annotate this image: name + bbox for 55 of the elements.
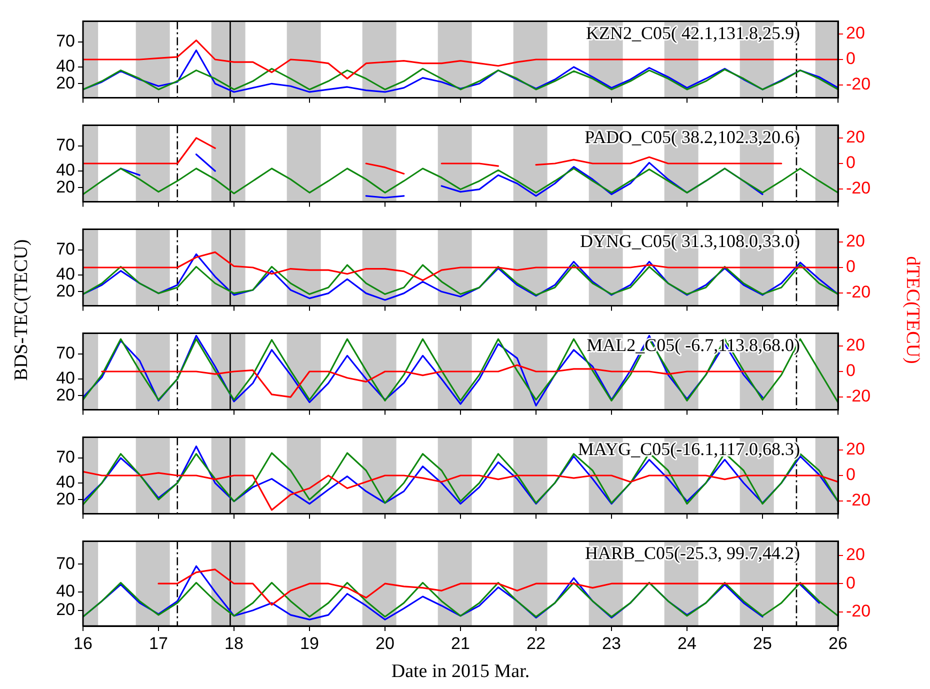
y-tick-label: 20 — [56, 600, 75, 620]
y2-tick-label: 20 — [846, 24, 865, 43]
y2-tick-label: 0 — [846, 361, 856, 380]
y2-tick-label: 0 — [846, 49, 856, 68]
x-tick-label: 18 — [224, 634, 244, 653]
y-tick-label: 70 — [56, 554, 75, 573]
y2-tick-label: 0 — [846, 573, 856, 592]
x-tick-label: 20 — [376, 634, 394, 653]
y-tick-label: 40 — [56, 264, 75, 284]
chart-title: HARB_C05(-25.3, 99.7,44.2) — [585, 542, 800, 563]
x-tick-label: 16 — [74, 634, 92, 653]
y-tick-label: 20 — [56, 281, 75, 300]
y2-tick-label: 20 — [846, 545, 865, 564]
x-axis-title: Date in 2015 Mar. — [391, 661, 530, 683]
y-tick-label: 70 — [56, 32, 75, 51]
x-tick-label: 26 — [828, 634, 848, 653]
y-tick-label: 20 — [56, 385, 75, 404]
y2-tick-label: -20 — [846, 282, 871, 302]
y-tick-label: 40 — [56, 472, 75, 492]
y2-tick-label: 0 — [846, 465, 856, 484]
y-tick-label: 40 — [56, 582, 75, 601]
y2-tick-label: 0 — [846, 257, 856, 276]
y2-tick-label: 20 — [846, 440, 865, 459]
chart-title: MAYG_C05(-16.1,117.0,68.3) — [578, 438, 800, 459]
y2-tick-label: -20 — [846, 490, 871, 510]
x-tick-label: 24 — [678, 634, 696, 653]
y-tick-label: 70 — [56, 136, 75, 155]
y2-tick-label: -20 — [846, 602, 871, 621]
y2-tick-label: 0 — [846, 153, 856, 172]
y-tick-label: 70 — [56, 240, 75, 259]
x-tick-label: 17 — [149, 634, 168, 653]
y-tick-label: 20 — [56, 177, 75, 196]
chart-title: DYNG_C05( 31.3,108.0,33.0) — [580, 230, 800, 251]
y-tick-label: 40 — [56, 368, 75, 388]
y-tick-label: 20 — [56, 489, 75, 508]
x-tick-label: 25 — [753, 634, 772, 653]
y2-tick-label: 20 — [846, 336, 865, 355]
y-tick-label: 70 — [56, 448, 75, 467]
y2-tick-label: 20 — [846, 128, 865, 147]
y-axis-title: BDS-TEC(TECU) — [11, 239, 33, 381]
y2-tick-label: -20 — [846, 386, 871, 406]
y2-tick-label: -20 — [846, 74, 871, 94]
x-tick-label: 19 — [300, 634, 319, 653]
y-tick-label: 40 — [56, 160, 75, 180]
x-tick-label: 22 — [526, 634, 546, 653]
y-tick-label: 70 — [56, 344, 75, 363]
x-tick-label: 21 — [451, 634, 470, 653]
y2-tick-label: 20 — [846, 232, 865, 251]
chart-title: PADO_C05( 38.2,102.3,20.6) — [584, 126, 800, 147]
y2-axis-title: dTEC(TECU) — [901, 256, 923, 364]
y-tick-label: 40 — [56, 56, 75, 76]
y2-tick-label: -20 — [846, 178, 871, 198]
y-tick-label: 20 — [56, 73, 75, 92]
x-tick-label: 23 — [602, 634, 621, 653]
chart-title: KZN2_C05( 42.1,131.8,25.9) — [586, 22, 800, 43]
